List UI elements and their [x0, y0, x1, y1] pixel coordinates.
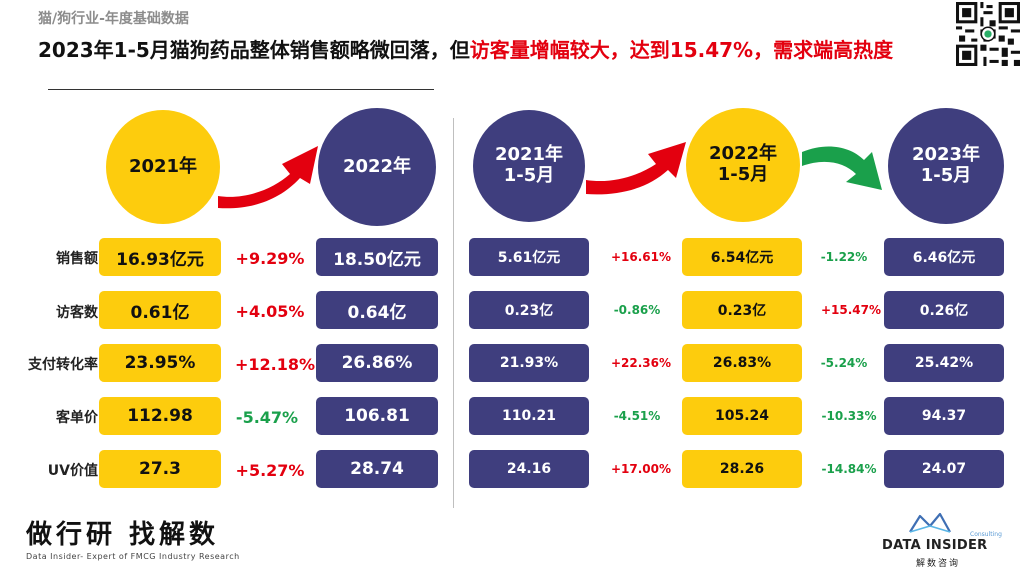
change-ytd1-uv-value: +17.00% [610, 462, 672, 476]
value-2022-uv-value: 28.74 [316, 450, 438, 488]
value-2021-ytd-uv-value: 24.16 [469, 450, 589, 488]
value-2022-ytd-sales: 6.54亿元 [682, 238, 802, 276]
period-year: 2023年 [911, 144, 981, 166]
period-circle-2022-ytd: 2022年 1-5月 [686, 108, 800, 222]
change-ytd2-conversion: -5.24% [820, 356, 868, 370]
period-months: 1-5月 [920, 165, 972, 186]
change-annual-visitors: +4.05% [235, 302, 305, 321]
value-2022-ytd-aov: 105.24 [682, 397, 802, 435]
header-rule [48, 89, 434, 90]
value-2022-sales: 18.50亿元 [316, 238, 438, 276]
row-label-visitors: 访客数 [56, 305, 98, 321]
change-ytd1-sales: +16.61% [610, 250, 672, 264]
value-2022-ytd-uv-value: 28.26 [682, 450, 802, 488]
value-2021-conversion: 23.95% [99, 344, 221, 382]
value-2023-ytd-aov: 94.37 [884, 397, 1004, 435]
green-arrow-icon [802, 146, 882, 190]
period-year: 2021年 [494, 144, 564, 166]
change-ytd1-aov: -4.51% [613, 409, 661, 423]
change-ytd2-uv-value: -14.84% [821, 462, 877, 476]
logo-consulting-label: Consulting [970, 531, 1002, 538]
value-2023-ytd-uv-value: 24.07 [884, 450, 1004, 488]
change-annual-uv-value: +5.27% [235, 461, 305, 480]
row-label-conversion: 支付转化率 [28, 357, 98, 373]
value-2022-aov: 106.81 [316, 397, 438, 435]
value-2021-ytd-visitors: 0.23亿 [469, 291, 589, 329]
change-ytd1-conversion: +22.36% [610, 356, 672, 370]
change-ytd1-visitors: -0.86% [613, 303, 661, 317]
value-2022-ytd-visitors: 0.23亿 [682, 291, 802, 329]
value-2023-ytd-visitors: 0.26亿 [884, 291, 1004, 329]
period-label: 2023年 1-5月 [912, 145, 980, 186]
brand-tagline: Data Insider- Expert of FMCG Industry Re… [26, 552, 240, 561]
period-label: 2022年 [342, 155, 412, 177]
row-label-aov: 客单价 [56, 410, 98, 426]
value-2021-ytd-aov: 110.21 [469, 397, 589, 435]
headline-highlight: 访客量增幅较大，达到15.47%，需求端高热度 [469, 38, 894, 62]
period-months: 1-5月 [717, 164, 769, 185]
period-circle-2021: 2021年 [106, 110, 220, 224]
red-arrow-icon [586, 142, 686, 195]
change-annual-aov: -5.47% [235, 408, 299, 427]
section-subtitle: 猫/狗行业-年度基础数据 [38, 11, 189, 27]
period-year: 2022年 [708, 143, 778, 165]
change-annual-conversion: +12.18% [234, 355, 316, 374]
period-circle-2023-ytd: 2023年 1-5月 [888, 108, 1004, 224]
period-circle-2021-ytd: 2021年 1-5月 [473, 110, 585, 222]
value-2021-sales: 16.93亿元 [99, 238, 221, 276]
qr-code-icon [956, 2, 1020, 66]
value-2021-ytd-conversion: 21.93% [469, 344, 589, 382]
section-divider [453, 118, 454, 508]
value-2022-conversion: 26.86% [316, 344, 438, 382]
row-label-uv-value: UV价值 [47, 463, 98, 479]
value-2021-uv-value: 27.3 [99, 450, 221, 488]
period-label: 2021年 [128, 155, 198, 177]
value-2022-visitors: 0.64亿 [316, 291, 438, 329]
change-ytd2-aov: -10.33% [821, 409, 877, 423]
value-2021-ytd-sales: 5.61亿元 [469, 238, 589, 276]
value-2021-aov: 112.98 [99, 397, 221, 435]
change-annual-sales: +9.29% [235, 249, 305, 268]
change-ytd2-visitors: +15.47% [820, 303, 882, 317]
period-label: 2021年 1-5月 [495, 145, 563, 186]
logo-name-cn: 解数咨询 [916, 559, 961, 569]
period-label: 2022年 1-5月 [709, 144, 777, 185]
period-circle-2022: 2022年 [318, 108, 436, 226]
period-months: 1-5月 [503, 165, 555, 186]
change-ytd2-sales: -1.22% [820, 250, 868, 264]
logo-name: DATA INSIDER [882, 538, 988, 553]
value-2021-visitors: 0.61亿 [99, 291, 221, 329]
page-headline: 2023年1-5月猫狗药品整体销售额略微回落，但访客量增幅较大，达到15.47%… [38, 34, 893, 63]
value-2023-ytd-sales: 6.46亿元 [884, 238, 1004, 276]
red-arrow-icon [218, 146, 318, 209]
row-label-sales: 销售额 [56, 251, 98, 267]
value-2023-ytd-conversion: 25.42% [884, 344, 1004, 382]
brand-slogan: 做行研 找解数 [26, 520, 220, 550]
value-2022-ytd-conversion: 26.83% [682, 344, 802, 382]
data-insider-logo-icon [909, 512, 951, 533]
headline-text: 2023年1-5月猫狗药品整体销售额略微回落，但 [38, 38, 470, 62]
